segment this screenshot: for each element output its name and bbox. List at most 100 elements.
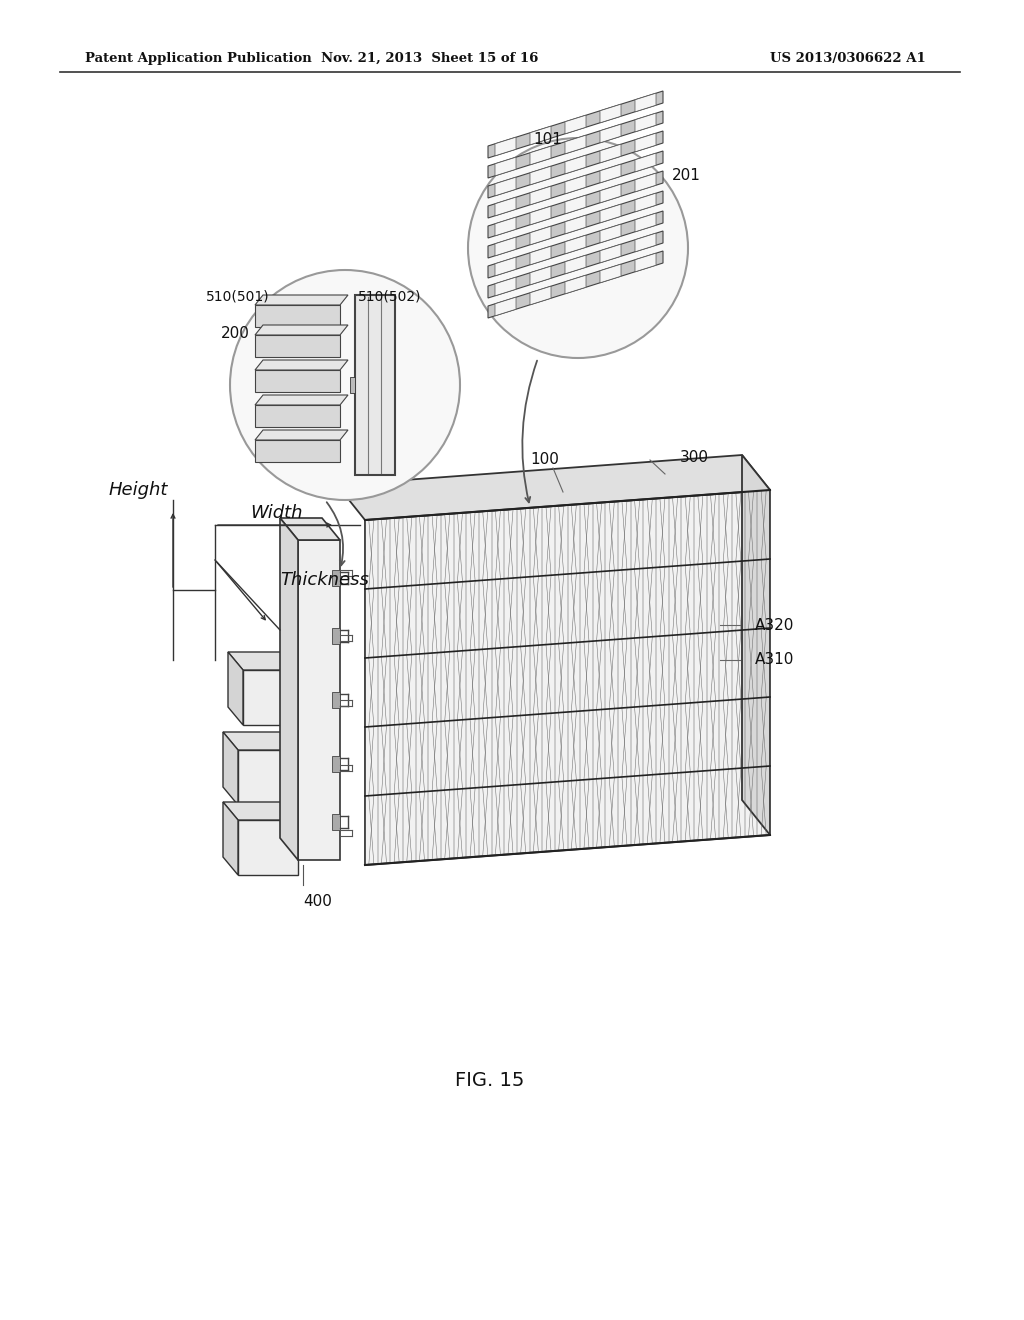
Polygon shape [488, 251, 663, 318]
Text: 300: 300 [680, 450, 709, 466]
Polygon shape [565, 215, 586, 234]
Polygon shape [332, 813, 340, 829]
Polygon shape [600, 164, 621, 182]
Polygon shape [238, 750, 298, 805]
Polygon shape [223, 733, 298, 750]
Polygon shape [530, 286, 551, 305]
Polygon shape [565, 176, 586, 194]
Polygon shape [488, 191, 663, 257]
Text: A320: A320 [755, 618, 795, 632]
Polygon shape [495, 277, 516, 296]
Circle shape [230, 271, 460, 500]
Polygon shape [530, 147, 551, 165]
Polygon shape [635, 193, 656, 211]
Text: 400: 400 [303, 895, 332, 909]
Polygon shape [255, 305, 340, 327]
Polygon shape [223, 803, 238, 875]
Polygon shape [530, 247, 551, 265]
Polygon shape [530, 186, 551, 205]
Polygon shape [228, 652, 298, 671]
Polygon shape [635, 173, 656, 191]
Polygon shape [565, 275, 586, 294]
Polygon shape [530, 226, 551, 244]
Polygon shape [332, 628, 340, 644]
Polygon shape [255, 335, 340, 356]
Polygon shape [530, 206, 551, 224]
Text: 200: 200 [221, 326, 250, 341]
Polygon shape [332, 692, 340, 708]
Text: 100: 100 [530, 453, 559, 467]
Polygon shape [255, 405, 340, 426]
Polygon shape [635, 253, 656, 272]
Polygon shape [600, 185, 621, 203]
Polygon shape [742, 455, 770, 836]
Polygon shape [255, 325, 348, 335]
Polygon shape [332, 570, 340, 586]
Text: 201: 201 [672, 168, 700, 182]
Circle shape [468, 139, 688, 358]
Polygon shape [565, 135, 586, 154]
Polygon shape [600, 124, 621, 143]
Polygon shape [495, 137, 516, 156]
Polygon shape [495, 297, 516, 315]
Polygon shape [350, 378, 355, 393]
Polygon shape [280, 517, 340, 540]
Polygon shape [565, 255, 586, 273]
Polygon shape [530, 166, 551, 185]
Polygon shape [600, 205, 621, 223]
Polygon shape [337, 455, 770, 520]
Polygon shape [600, 224, 621, 243]
Polygon shape [600, 264, 621, 282]
Polygon shape [565, 195, 586, 214]
Polygon shape [243, 671, 298, 725]
Polygon shape [365, 490, 770, 865]
Polygon shape [635, 234, 656, 252]
Polygon shape [255, 370, 340, 392]
Polygon shape [488, 131, 663, 198]
Polygon shape [255, 360, 348, 370]
Polygon shape [600, 244, 621, 263]
Polygon shape [600, 144, 621, 162]
Polygon shape [635, 94, 656, 112]
Polygon shape [488, 211, 663, 279]
Polygon shape [255, 294, 348, 305]
Polygon shape [255, 430, 348, 440]
Polygon shape [495, 238, 516, 256]
Polygon shape [355, 294, 395, 475]
Polygon shape [238, 820, 298, 875]
Polygon shape [635, 214, 656, 232]
Text: 510(501): 510(501) [207, 290, 270, 304]
Polygon shape [495, 257, 516, 276]
Text: Width: Width [250, 504, 302, 521]
Polygon shape [223, 803, 298, 820]
Polygon shape [495, 177, 516, 195]
Polygon shape [530, 267, 551, 285]
Text: Nov. 21, 2013  Sheet 15 of 16: Nov. 21, 2013 Sheet 15 of 16 [322, 51, 539, 65]
Polygon shape [488, 231, 663, 298]
Polygon shape [565, 235, 586, 253]
Polygon shape [635, 114, 656, 132]
Text: 510(502): 510(502) [358, 289, 422, 304]
Polygon shape [488, 150, 663, 218]
Polygon shape [488, 111, 663, 178]
Polygon shape [255, 395, 348, 405]
Polygon shape [600, 104, 621, 123]
Polygon shape [223, 733, 238, 805]
Polygon shape [280, 517, 298, 861]
Polygon shape [565, 156, 586, 174]
Text: US 2013/0306622 A1: US 2013/0306622 A1 [770, 51, 926, 65]
Polygon shape [298, 540, 340, 861]
Text: Height: Height [109, 480, 168, 499]
Polygon shape [255, 440, 340, 462]
Polygon shape [228, 652, 243, 725]
Polygon shape [332, 756, 340, 772]
Text: Patent Application Publication: Patent Application Publication [85, 51, 311, 65]
Polygon shape [495, 218, 516, 236]
Polygon shape [635, 133, 656, 152]
Polygon shape [488, 91, 663, 158]
Text: 101: 101 [534, 132, 562, 148]
Polygon shape [565, 115, 586, 133]
Text: FIG. 15: FIG. 15 [456, 1071, 524, 1089]
Polygon shape [495, 157, 516, 176]
Polygon shape [635, 153, 656, 172]
